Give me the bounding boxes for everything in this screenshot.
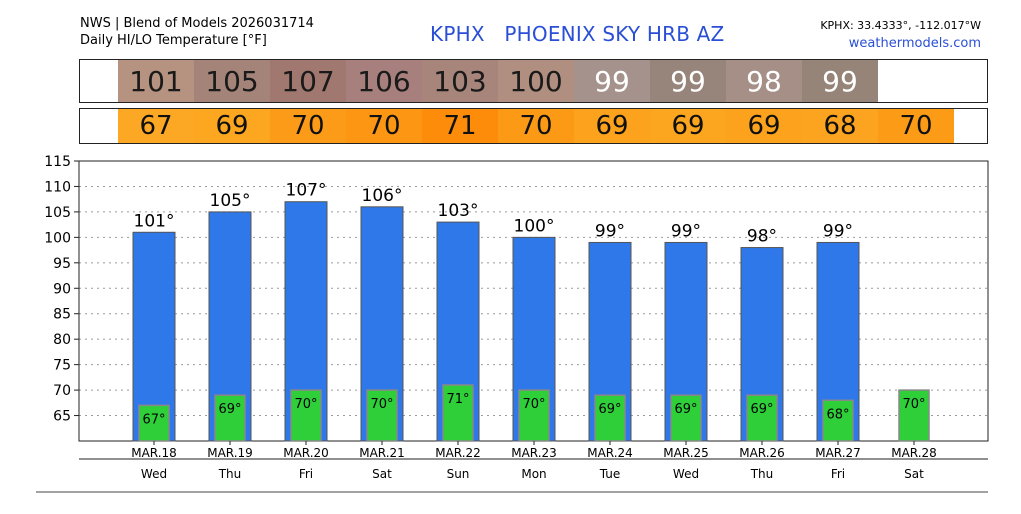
- low-bar: [138, 404, 170, 442]
- y-tick-label: 105: [44, 205, 71, 221]
- high-data-label: 99°: [823, 221, 853, 241]
- x-weekday-label: Sun: [447, 467, 470, 481]
- low-data-label: 68°: [826, 407, 849, 422]
- low-band-cell: 71: [422, 109, 498, 143]
- low-bar: [670, 394, 702, 442]
- source-line: NWS | Blend of Models 2026031714: [80, 16, 314, 31]
- product-line: Daily HI/LO Temperature [°F]: [80, 33, 267, 48]
- y-tick-label: 85: [53, 307, 71, 323]
- low-data-label: 70°: [370, 397, 393, 412]
- high-band-cell: 103: [422, 60, 498, 102]
- x-date-label: MAR.20: [283, 446, 329, 460]
- x-date-label: MAR.25: [663, 446, 709, 460]
- low-data-label: 70°: [294, 397, 317, 412]
- x-weekday-label: Sat: [904, 467, 924, 481]
- high-band-cell: 99: [574, 60, 650, 102]
- source-info: NWS | Blend of Models 2026031714 Daily H…: [80, 15, 314, 49]
- station-info: KPHX: 33.4333°, -112.017°W weathermodels…: [820, 17, 981, 53]
- low-band-cell: 70: [346, 109, 422, 143]
- x-date-label: MAR.24: [587, 446, 633, 460]
- high-temp-band: 101 105 107 106 103 100 99 99 98 99: [79, 59, 988, 103]
- y-tick-label: 90: [53, 281, 71, 297]
- low-data-label: 67°: [142, 412, 165, 427]
- x-date-label: MAR.21: [359, 446, 405, 460]
- low-data-label: 71°: [446, 392, 469, 407]
- low-data-label: 69°: [750, 402, 773, 417]
- x-date-label: MAR.26: [739, 446, 785, 460]
- y-tick-label: 80: [53, 332, 71, 348]
- site-link[interactable]: weathermodels.com: [848, 36, 981, 51]
- x-weekday-label: Thu: [218, 467, 242, 481]
- y-tick-label: 100: [44, 230, 71, 246]
- low-bar: [518, 389, 550, 442]
- high-band-cell: 98: [726, 60, 802, 102]
- low-band-cell: 68: [802, 109, 878, 143]
- high-band-cell: 106: [346, 60, 422, 102]
- low-band-cell: 70: [498, 109, 574, 143]
- y-tick-label: 65: [53, 409, 71, 425]
- high-data-label: 106°: [362, 186, 403, 206]
- x-date-label: MAR.22: [435, 446, 481, 460]
- low-band-cell: 67: [118, 109, 194, 143]
- low-band-cell: 69: [726, 109, 802, 143]
- x-date-label: MAR.18: [131, 446, 177, 460]
- high-data-label: 107°: [286, 181, 327, 201]
- low-band-cell: 70: [270, 109, 346, 143]
- low-band-cell: 70: [878, 109, 954, 143]
- y-tick-label: 110: [44, 179, 71, 195]
- high-data-label: 99°: [671, 221, 701, 241]
- high-data-label: 98°: [747, 227, 777, 247]
- x-weekday-label: Wed: [141, 467, 167, 481]
- x-weekday-label: Fri: [831, 467, 845, 481]
- y-tick-label: 75: [53, 358, 71, 374]
- low-band-cell: 69: [194, 109, 270, 143]
- high-data-label: 100°: [514, 216, 555, 236]
- low-band-cell: 69: [574, 109, 650, 143]
- high-data-label: 101°: [134, 211, 175, 231]
- y-tick-label: 95: [53, 256, 71, 272]
- x-weekday-label: Wed: [673, 467, 699, 481]
- station-coords: KPHX: 33.4333°, -112.017°W: [820, 19, 981, 32]
- x-date-label: MAR.23: [511, 446, 557, 460]
- high-band-cell: 107: [270, 60, 346, 102]
- low-bar: [822, 399, 854, 442]
- low-bar: [214, 394, 246, 442]
- x-weekday-label: Tue: [599, 467, 621, 481]
- high-band-cell: 105: [194, 60, 270, 102]
- y-tick-label: 70: [53, 383, 71, 399]
- low-band-cell: 69: [650, 109, 726, 143]
- x-date-label: MAR.27: [815, 446, 861, 460]
- y-tick-label: 115: [44, 154, 71, 170]
- low-data-label: 69°: [598, 402, 621, 417]
- x-date-label: MAR.28: [891, 446, 937, 460]
- low-data-label: 70°: [902, 397, 925, 412]
- x-weekday-label: Mon: [521, 467, 546, 481]
- low-temp-band: 67 69 70 70 71 70 69 69 69 68 70: [79, 108, 988, 144]
- x-weekday-label: Sat: [372, 467, 392, 481]
- x-date-label: MAR.19: [207, 446, 253, 460]
- high-data-label: 103°: [438, 201, 479, 221]
- low-bar: [594, 394, 626, 442]
- low-data-label: 69°: [218, 402, 241, 417]
- x-weekday-label: Thu: [750, 467, 774, 481]
- high-band-cell: 99: [802, 60, 878, 102]
- station-title: KPHX PHOENIX SKY HRB AZ: [430, 22, 725, 46]
- high-band-cell: 101: [118, 60, 194, 102]
- x-weekday-label: Fri: [299, 467, 313, 481]
- low-data-label: 69°: [674, 402, 697, 417]
- high-band-cell: 100: [498, 60, 574, 102]
- high-band-cell: 99: [650, 60, 726, 102]
- low-data-label: 70°: [522, 397, 545, 412]
- high-data-label: 105°: [210, 191, 251, 211]
- high-data-label: 99°: [595, 221, 625, 241]
